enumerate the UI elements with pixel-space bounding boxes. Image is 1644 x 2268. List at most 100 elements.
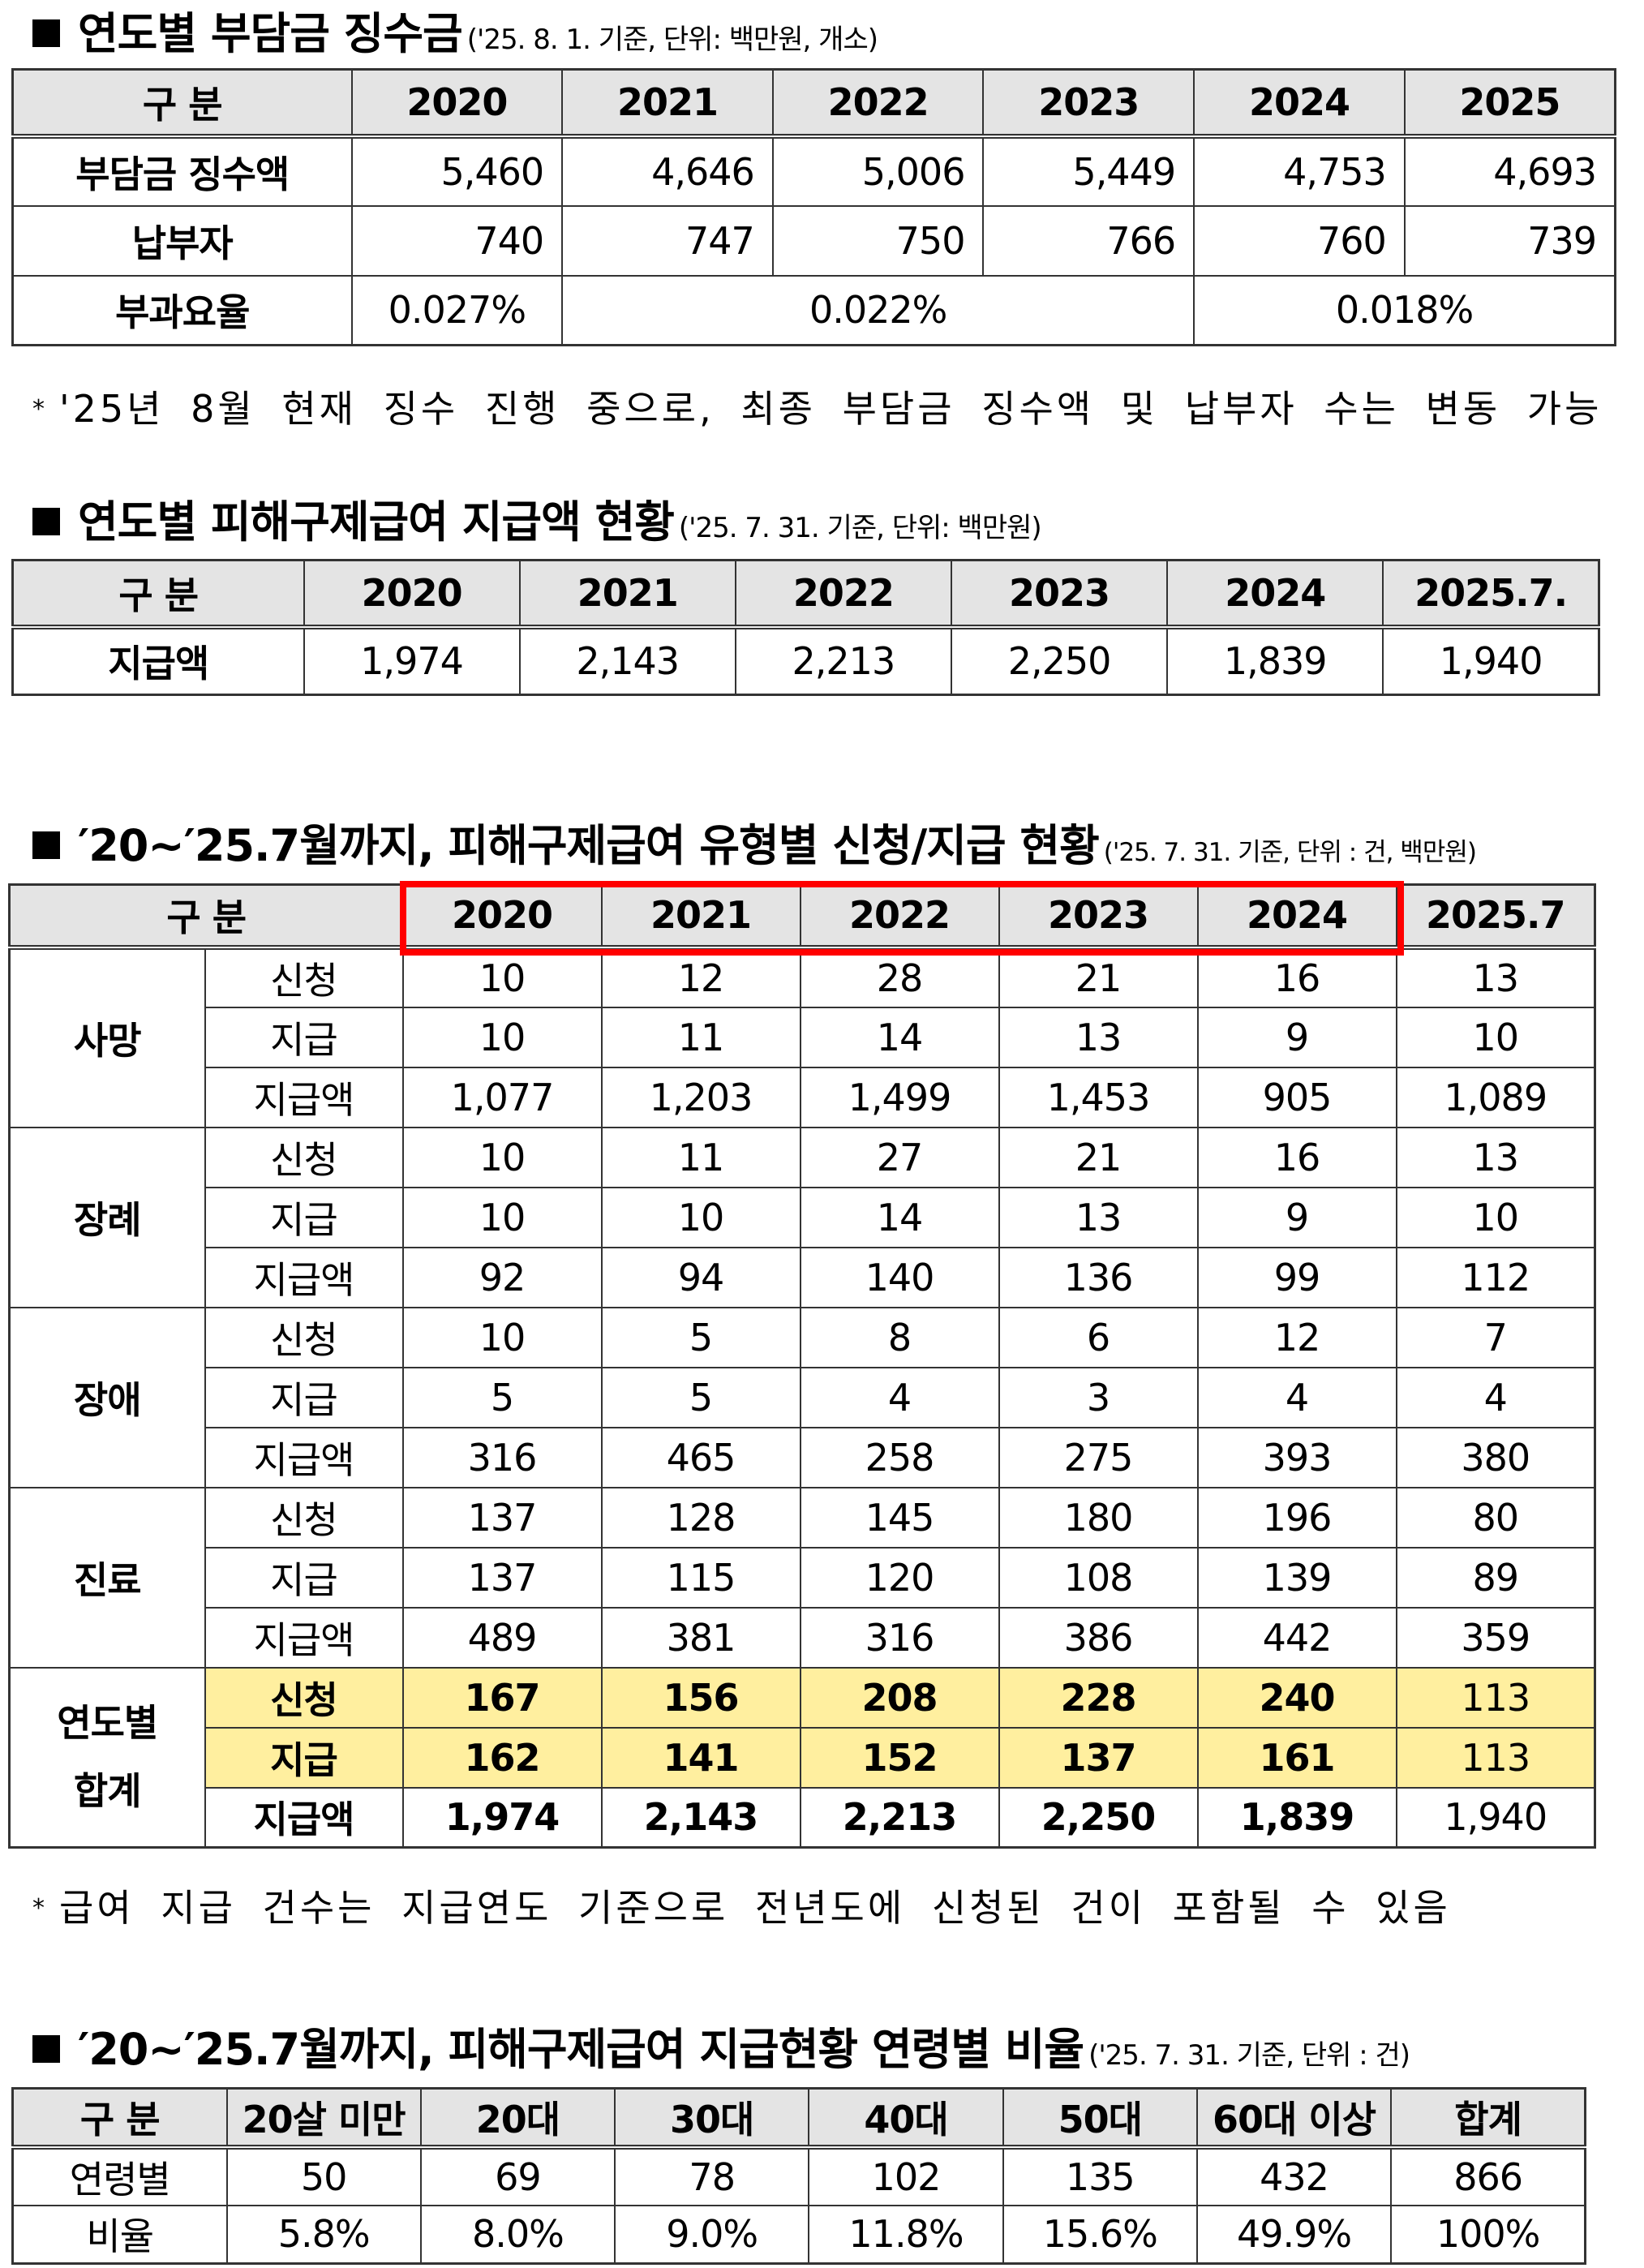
header-age: 40대: [808, 2087, 1004, 2150]
row-label: 지급액: [11, 625, 305, 696]
table-row: 지급액 1,077 1,203 1,499 1,453 905 1,089: [10, 1066, 1596, 1128]
header-year: 2023: [982, 68, 1195, 139]
cell-value: 766: [982, 204, 1195, 277]
section1-title: 연도별 부담금 징수금 ('25. 8. 1. 기준, 단위: 백만원, 개소): [32, 10, 878, 64]
cell-value: 1,974: [303, 625, 521, 696]
asterisk-icon: *: [32, 395, 48, 423]
cell-value: 102: [808, 2146, 1004, 2206]
cell-value: 50: [225, 2146, 422, 2206]
cell-value: 161: [1196, 1726, 1397, 1789]
square-bullet-icon: [32, 19, 60, 47]
cell-value: 258: [799, 1426, 1000, 1488]
header-year: 2025: [1403, 68, 1616, 139]
cell-value: 4: [1196, 1366, 1397, 1428]
row-label: 신청: [204, 1126, 404, 1188]
cell-value: 10: [401, 1186, 603, 1248]
cell-value: 1,089: [1395, 1066, 1596, 1128]
cell-value: 5,449: [982, 135, 1195, 207]
cell-value: 113: [1395, 1666, 1596, 1729]
section4-title-text: ′20~′25.7월까지, 피해구제급여 지급현황 연령별 비율: [78, 2024, 1084, 2075]
row-label: 지급액: [204, 1426, 404, 1488]
table-header-row: 구 분 2020 2021 2022 2023 2024 2025: [11, 68, 1616, 139]
row-label: 부담금 징수액: [11, 135, 353, 207]
header-category: 구 분: [11, 68, 353, 139]
group-label-yearly-total: 연도별 합계: [8, 1666, 206, 1849]
cell-value: 16: [1196, 946, 1397, 1008]
header-year: 2021: [600, 883, 801, 950]
cell-value: 10: [600, 1186, 801, 1248]
cell-value: 10: [1395, 1006, 1596, 1068]
section2-title-text: 연도별 피해구제급여 지급액 현황: [78, 496, 675, 548]
cell-value: 2,250: [950, 625, 1169, 696]
cell-value: 2,143: [600, 1786, 801, 1849]
square-bullet-icon: [32, 508, 60, 535]
section1-title-text: 연도별 부담금 징수금: [78, 8, 463, 59]
cell-value: 316: [799, 1606, 1000, 1669]
cell-value: 1,203: [600, 1066, 801, 1128]
cell-value: 135: [1002, 2146, 1198, 2206]
cell-value: 4,646: [561, 135, 774, 207]
cell-value: 1,940: [1382, 625, 1600, 696]
cell-value: 28: [799, 946, 1000, 1008]
cell-value: 8.0%: [419, 2204, 616, 2265]
table-row: 지급 10 11 14 13 9 10: [10, 1006, 1596, 1068]
row-label: 납부자: [11, 204, 353, 277]
cell-value: 69: [419, 2146, 616, 2206]
cell-value: 747: [561, 204, 774, 277]
cell-value: 489: [401, 1606, 603, 1669]
section1-subtitle: ('25. 8. 1. 기준, 단위: 백만원, 개소): [466, 24, 878, 56]
header-age: 20대: [419, 2087, 616, 2150]
header-age: 60대 이상: [1195, 2087, 1393, 2150]
cell-value: 49.9%: [1195, 2204, 1393, 2265]
row-label: 지급액: [204, 1246, 404, 1308]
cell-value: 13: [1395, 1126, 1596, 1188]
cell-value: 196: [1196, 1486, 1397, 1549]
cell-value: 2,213: [734, 625, 952, 696]
table-row: 지급액 92 94 140 136 99 112: [10, 1246, 1596, 1308]
section4-subtitle: ('25. 7. 31. 기준, 단위 : 건): [1088, 2039, 1410, 2072]
cell-value: 1,974: [401, 1786, 603, 1849]
cell-value: 750: [771, 204, 985, 277]
cell-value: 21: [998, 1126, 1199, 1188]
row-label: 지급액: [204, 1066, 404, 1128]
cell-value: 393: [1196, 1426, 1397, 1488]
group-label-line: 합계: [73, 1769, 142, 1814]
cell-value: 112: [1395, 1246, 1596, 1308]
cell-value: 5: [600, 1306, 801, 1368]
header-year: 2020: [303, 559, 521, 629]
section3-footnote: * 급여 지급 건수는 지급연도 기준으로 전년도에 신청된 건이 포함될 수 있…: [32, 1879, 1451, 1932]
cell-value: 1,077: [401, 1066, 603, 1128]
cell-value: 5,460: [350, 135, 564, 207]
table-row: 부담금 징수액 5,460 4,646 5,006 5,449 4,753 4,…: [11, 135, 1616, 207]
cell-value: 12: [600, 946, 801, 1008]
section4-title: ′20~′25.7월까지, 피해구제급여 지급현황 연령별 비율 ('25. 7.…: [32, 2025, 1410, 2080]
levy-collection-table: 구 분 2020 2021 2022 2023 2024 2025 부담금 징수…: [11, 68, 1616, 346]
table-row: 부과요율 0.027% 0.022% 0.018%: [11, 274, 1616, 346]
cell-value: 128: [600, 1486, 801, 1549]
cell-value: 115: [600, 1546, 801, 1609]
cell-value: 1,499: [799, 1066, 1000, 1128]
cell-value: 108: [998, 1546, 1199, 1609]
cell-value: 3: [998, 1366, 1199, 1428]
header-year: 2020: [401, 883, 603, 950]
header-year: 2020: [350, 68, 564, 139]
cell-value: 228: [998, 1666, 1199, 1729]
cell-value: 13: [998, 1186, 1199, 1248]
cell-value: 11.8%: [808, 2204, 1004, 2265]
table-row: 진료 신청 137 128 145 180 196 80: [8, 1486, 1596, 1669]
table-row: 지급액 316 465 258 275 393 380: [10, 1426, 1596, 1488]
cell-value: 10: [401, 1306, 603, 1368]
group-label-medical: 진료: [8, 1486, 206, 1669]
header-year: 2023: [998, 883, 1199, 950]
cell-value: 208: [799, 1666, 1000, 1729]
square-bullet-icon: [32, 2035, 60, 2063]
cell-value: 2,143: [518, 625, 736, 696]
group-label-funeral: 장례: [8, 1126, 206, 1308]
group-label-disability: 장애: [8, 1306, 206, 1488]
table-row: 연령별 50 69 78 102 135 432 866: [11, 2146, 1586, 2206]
row-label: 지급: [204, 1726, 404, 1789]
row-label: 지급액: [204, 1606, 404, 1669]
cell-value: 80: [1395, 1486, 1596, 1549]
section2-title: 연도별 피해구제급여 지급액 현황 ('25. 7. 31. 기준, 단위: 백만…: [32, 496, 1042, 552]
cell-value: 120: [799, 1546, 1000, 1609]
